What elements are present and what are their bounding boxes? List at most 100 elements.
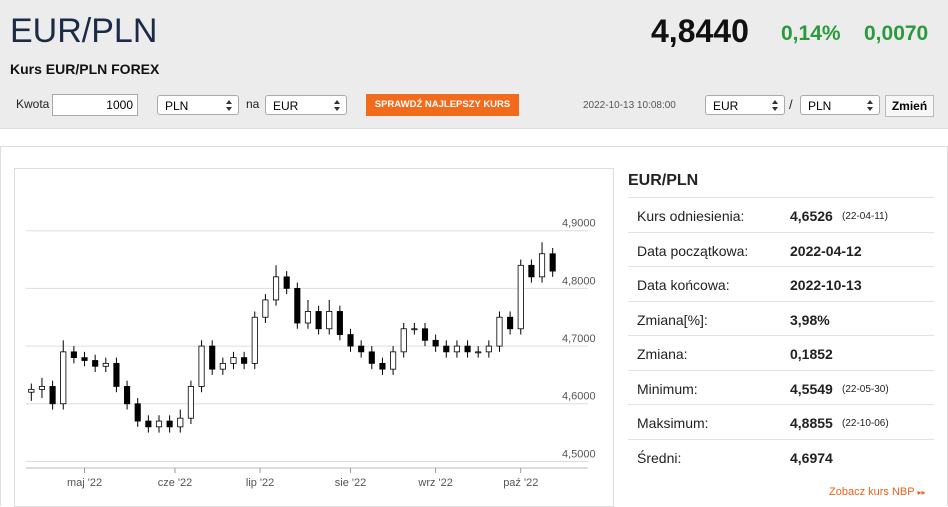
- candle-body: [92, 360, 99, 367]
- candle-body: [411, 328, 418, 331]
- stats-row: Średni: 4,6974: [628, 438, 934, 474]
- quote-select[interactable]: PLN: [800, 95, 880, 115]
- candle-body: [113, 362, 120, 387]
- subtitle: Kurs EUR/PLN FOREX: [10, 61, 160, 77]
- stats-row: Zmiana[%]: 3,98%: [628, 300, 934, 336]
- y-tick-label: 4,7000: [562, 333, 596, 345]
- title: EUR/PLN: [10, 12, 158, 50]
- stat-label: Kurs odniesienia:: [637, 208, 745, 224]
- best-rate-button[interactable]: SPRAWDŹ NAJLEPSZY KURS: [366, 94, 519, 116]
- stats-row: Data końcowa: 2022-10-13: [628, 266, 934, 301]
- x-tick-label: sie '22: [335, 477, 366, 489]
- stats-row: Maksimum: 4,8855 (22-10-06): [628, 404, 934, 439]
- candle-body: [517, 264, 524, 330]
- stat-value: 4,6974: [790, 449, 833, 466]
- candle-body: [177, 417, 184, 428]
- candle-body: [390, 351, 397, 370]
- from-select[interactable]: PLN: [157, 95, 239, 115]
- candle-body: [241, 357, 248, 364]
- timestamp: 2022-10-13 10:08:00: [583, 100, 676, 111]
- stat-date: (22-05-30): [842, 383, 889, 395]
- stat-label: Średni:: [637, 449, 682, 466]
- candle-body: [102, 362, 109, 367]
- base-select[interactable]: EUR: [705, 95, 785, 115]
- candle-body: [326, 311, 333, 330]
- candle-body: [538, 253, 546, 278]
- candle-body: [528, 264, 535, 278]
- stat-value: 4,5549: [790, 380, 833, 397]
- amount-label: Kwota: [16, 97, 50, 111]
- candle-body: [453, 345, 460, 353]
- candle-body: [400, 328, 407, 353]
- x-tick-label: cze '22: [158, 477, 193, 489]
- candle-body: [496, 316, 503, 347]
- stat-label: Data początkowa:: [637, 242, 749, 259]
- candle-body: [336, 311, 343, 335]
- candle-body: [251, 316, 258, 364]
- change-pct: 0,14%: [781, 22, 841, 45]
- stat-value: 0,1852: [790, 346, 833, 362]
- candle-body: [60, 351, 67, 405]
- candle-body: [145, 420, 152, 428]
- stats-row: Minimum: 4,5549 (22-05-30): [628, 369, 934, 405]
- amount-input[interactable]: 1000: [52, 94, 138, 116]
- candle-body: [198, 345, 205, 387]
- candle-body: [209, 345, 216, 370]
- change-button[interactable]: Zmień: [885, 95, 934, 117]
- chart: 4,5000 4,6000 4,7000 4,8000 4,9000 maj '22 cze…: [14, 168, 614, 507]
- separator: /: [789, 97, 793, 112]
- candle-body: [475, 351, 482, 354]
- candle-body: [38, 386, 46, 390]
- to-select[interactable]: EUR: [265, 95, 347, 115]
- stat-label: Zmiana[%]:: [637, 311, 708, 328]
- candle-body: [272, 276, 280, 301]
- stat-label: Minimum:: [637, 380, 698, 397]
- to-label: na: [246, 97, 260, 111]
- candle-body: [230, 357, 237, 364]
- y-tick-label: 4,8000: [562, 275, 596, 287]
- candle-body: [70, 351, 77, 359]
- candle-body: [443, 345, 450, 353]
- x-tick-label: paź '22: [503, 477, 538, 489]
- stat-label: Zmiana:: [637, 346, 688, 362]
- candle-body: [368, 351, 375, 364]
- candle-body: [262, 299, 269, 318]
- candle-body: [294, 287, 301, 324]
- nbp-link-text[interactable]: Zobacz kurs NBP: [829, 486, 915, 498]
- stat-date: (22-04-11): [842, 211, 888, 222]
- x-tick-label: maj '22: [67, 477, 102, 489]
- candle-body: [464, 345, 471, 353]
- candle-body: [124, 386, 131, 405]
- y-tick-label: 4,5000: [562, 448, 596, 460]
- stat-value: 4,6526: [790, 208, 833, 224]
- stats-title: EUR/PLN: [628, 172, 699, 189]
- candle-body: [134, 403, 141, 422]
- candle-body: [485, 345, 492, 353]
- stat-value: 4,8855: [790, 415, 833, 431]
- candle-body: [155, 420, 163, 428]
- candle-body: [28, 388, 35, 393]
- nbp-link[interactable]: Zobacz kurs NBP ▸▸: [829, 486, 926, 498]
- candle-body: [283, 276, 290, 289]
- stats-row: Zmiana: 0,1852: [628, 335, 934, 370]
- stat-value: 2022-04-12: [790, 242, 862, 259]
- candle-body: [347, 334, 354, 347]
- price: 4,8440: [651, 13, 749, 49]
- stat-value: 2022-10-13: [790, 277, 862, 293]
- stats-row: Kurs odniesienia: 4,6526 (22-04-11): [628, 197, 934, 232]
- y-tick-label: 4,9000: [562, 218, 596, 230]
- candle-body: [432, 339, 439, 347]
- candle-body: [421, 328, 429, 341]
- candle-body: [304, 311, 312, 324]
- stats-row: Data początkowa: 2022-04-12: [628, 231, 934, 267]
- candle-body: [315, 311, 322, 330]
- candle-body: [507, 316, 514, 330]
- y-tick-label: 4,6000: [562, 391, 596, 403]
- stat-value: 3,98%: [790, 311, 830, 328]
- stat-label: Maksimum:: [637, 415, 709, 431]
- candle-body: [379, 362, 386, 370]
- candle-body: [549, 253, 556, 272]
- candle-body: [81, 357, 88, 361]
- change: 0,0070: [864, 22, 929, 45]
